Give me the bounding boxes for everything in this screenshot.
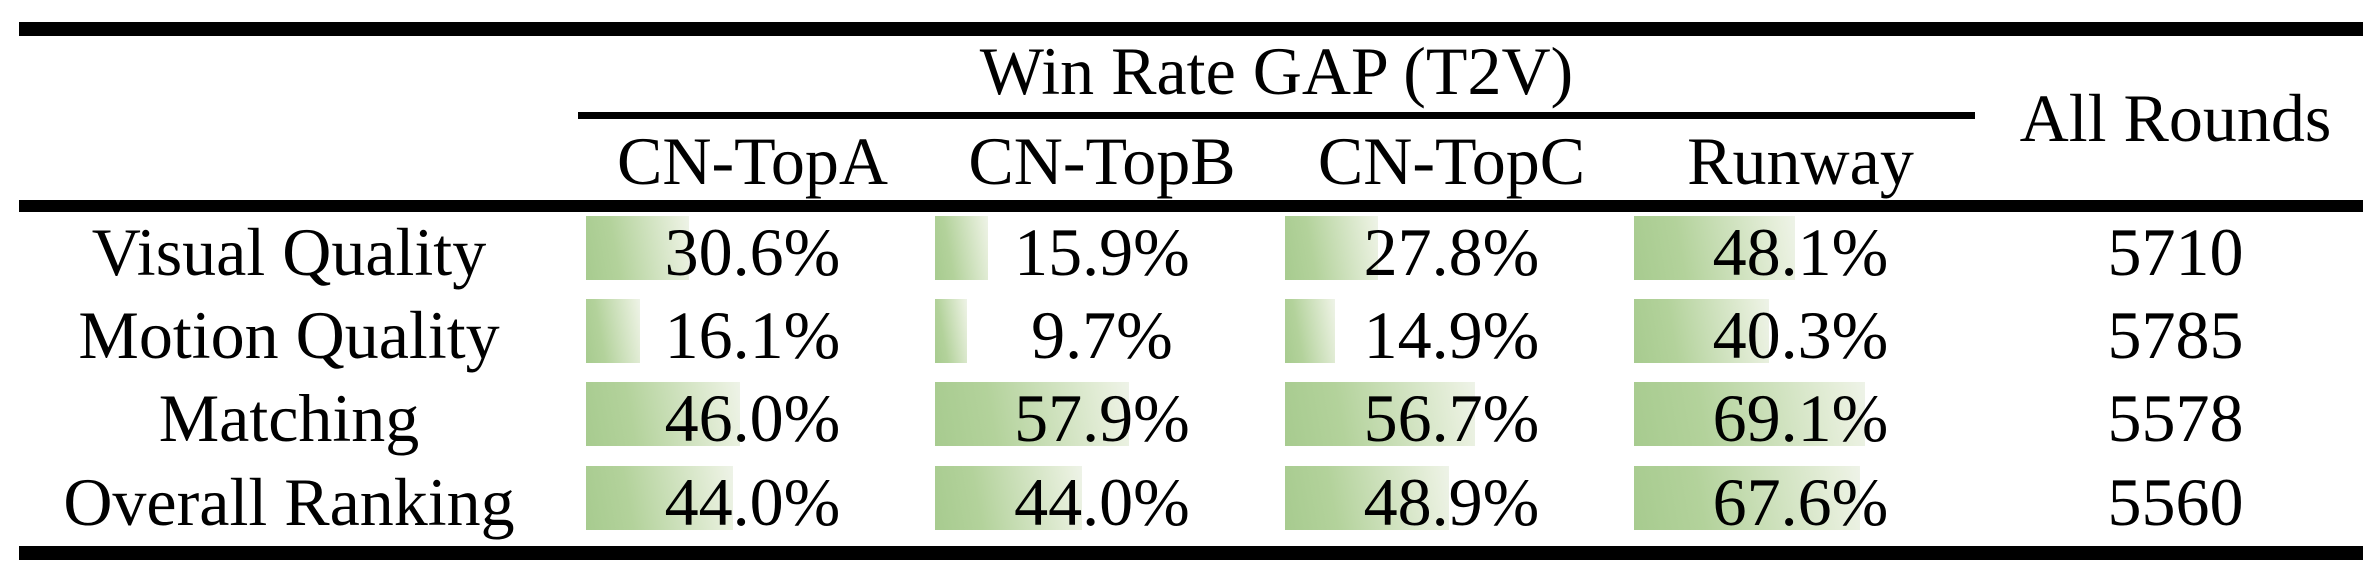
win-rate-value: 69.1% <box>1712 380 1889 456</box>
column-header-cn-topb: CN-TopB <box>968 122 1236 199</box>
win-rate-bar <box>1285 382 1475 446</box>
all-rounds-value: 5560 <box>2107 464 2244 540</box>
table-cell: 69.1% <box>1626 377 1975 460</box>
bottom-rule <box>19 546 2363 560</box>
table-cell: 15.9% <box>927 211 1277 294</box>
column-header-cn-topa: CN-TopA <box>616 122 888 199</box>
all-rounds-value: 5578 <box>2107 380 2244 456</box>
table-cell: 67.6% <box>1626 461 1975 544</box>
win-rate-value: 30.6% <box>664 214 841 290</box>
win-rate-bar <box>935 382 1129 446</box>
win-rate-value: 16.1% <box>664 297 841 373</box>
win-rate-bar <box>1285 216 1379 280</box>
win-rate-value: 48.1% <box>1712 214 1889 290</box>
win-rate-value: 67.6% <box>1712 464 1889 540</box>
table-cell: 14.9% <box>1277 294 1626 377</box>
top-rule <box>19 22 2363 36</box>
table-cell: 57.9% <box>927 377 1277 460</box>
win-rate-bar <box>586 299 640 363</box>
table-cell: 16.1% <box>578 294 927 377</box>
table-cell: 44.0% <box>578 461 927 544</box>
table-cell: 27.8% <box>1277 211 1626 294</box>
win-rate-bar <box>1634 299 1769 363</box>
win-rate-bar <box>935 466 1083 530</box>
win-rate-value: 44.0% <box>1014 464 1190 540</box>
win-rate-bar <box>1285 299 1335 363</box>
row-label-matching: Matching <box>158 380 420 456</box>
win-rate-bar <box>586 466 734 530</box>
header-bottom-rule <box>19 200 2363 212</box>
span-header-win-rate-gap: Win Rate GAP (T2V) <box>979 32 1574 109</box>
win-rate-bar <box>1285 466 1449 530</box>
column-header-cn-topc: CN-TopC <box>1317 122 1586 199</box>
win-rate-value: 15.9% <box>1014 214 1190 290</box>
row-label-motion-quality: Motion Quality <box>78 297 500 373</box>
win-rate-value: 14.9% <box>1363 297 1540 373</box>
win-rate-bar <box>935 216 989 280</box>
table-cell: 9.7% <box>927 294 1277 377</box>
win-rate-bar <box>586 216 689 280</box>
table-cell: 48.9% <box>1277 461 1626 544</box>
span-header-underline-rule <box>578 112 1975 119</box>
all-rounds-value: 5710 <box>2107 214 2244 290</box>
win-rate-value: 9.7% <box>1031 297 1173 373</box>
column-header-runway: Runway <box>1687 122 1914 199</box>
win-rate-value: 57.9% <box>1014 380 1190 456</box>
win-rate-value: 56.7% <box>1363 380 1540 456</box>
row-label-overall-ranking: Overall Ranking <box>63 464 515 540</box>
win-rate-bar <box>586 382 741 446</box>
win-rate-bar <box>1634 466 1861 530</box>
table-cell: 30.6% <box>578 211 927 294</box>
win-rate-value: 48.9% <box>1363 464 1540 540</box>
win-rate-value: 44.0% <box>664 464 841 540</box>
column-header-all-rounds: All Rounds <box>2019 79 2332 156</box>
win-rate-bar <box>1634 382 1866 446</box>
win-rate-value: 40.3% <box>1712 297 1889 373</box>
row-label-visual-quality: Visual Quality <box>91 214 487 290</box>
win-rate-bar <box>935 299 968 363</box>
table-cell: 46.0% <box>578 377 927 460</box>
table-cell: 40.3% <box>1626 294 1975 377</box>
table-cell: 56.7% <box>1277 377 1626 460</box>
table-cell: 48.1% <box>1626 211 1975 294</box>
win-rate-bar <box>1634 216 1796 280</box>
win-rate-value: 46.0% <box>664 380 841 456</box>
win-rate-value: 27.8% <box>1363 214 1540 290</box>
table-cell: 44.0% <box>927 461 1277 544</box>
all-rounds-value: 5785 <box>2107 297 2244 373</box>
